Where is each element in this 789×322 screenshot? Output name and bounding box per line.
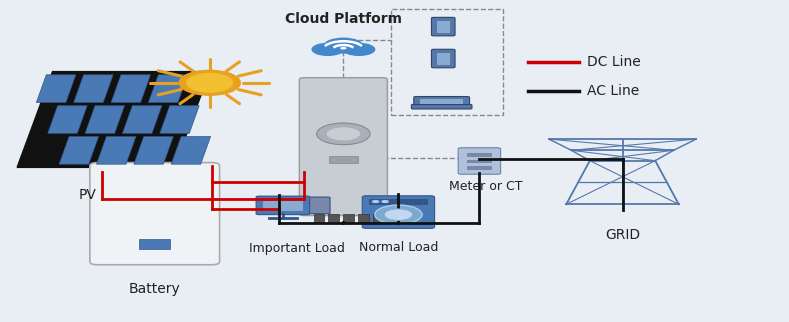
Bar — [358, 214, 368, 222]
Circle shape — [340, 47, 346, 50]
FancyBboxPatch shape — [256, 196, 309, 215]
Circle shape — [381, 200, 389, 203]
Polygon shape — [85, 106, 125, 133]
Polygon shape — [48, 106, 87, 133]
Bar — [313, 214, 323, 222]
Text: Meter or CT: Meter or CT — [449, 180, 522, 193]
Bar — [467, 166, 492, 170]
Text: Cloud Platform: Cloud Platform — [285, 12, 402, 26]
Bar — [467, 154, 492, 157]
Bar — [437, 21, 450, 33]
FancyBboxPatch shape — [458, 148, 501, 174]
Bar — [373, 214, 383, 222]
Circle shape — [316, 123, 370, 145]
Polygon shape — [17, 71, 210, 167]
Polygon shape — [73, 75, 113, 102]
Circle shape — [312, 43, 344, 56]
Circle shape — [323, 38, 363, 54]
Circle shape — [342, 43, 376, 56]
Bar — [467, 160, 492, 163]
Bar — [139, 239, 170, 249]
Polygon shape — [160, 106, 199, 133]
Bar — [329, 156, 357, 163]
Text: DC Line: DC Line — [587, 55, 641, 69]
Polygon shape — [148, 75, 188, 102]
Bar — [264, 201, 302, 212]
FancyBboxPatch shape — [299, 78, 387, 216]
FancyBboxPatch shape — [432, 17, 455, 36]
Bar — [437, 53, 450, 65]
Text: GRID: GRID — [605, 228, 640, 242]
Circle shape — [179, 71, 241, 95]
FancyBboxPatch shape — [432, 49, 455, 68]
FancyBboxPatch shape — [362, 196, 435, 228]
FancyBboxPatch shape — [413, 97, 469, 107]
Polygon shape — [111, 75, 151, 102]
Bar — [328, 214, 338, 222]
FancyBboxPatch shape — [411, 105, 472, 109]
Bar — [343, 214, 353, 222]
Circle shape — [326, 127, 361, 141]
Polygon shape — [59, 137, 99, 164]
Polygon shape — [36, 75, 76, 102]
Text: Important Load: Important Load — [249, 242, 345, 255]
Circle shape — [375, 205, 422, 224]
Bar — [391, 9, 503, 115]
Polygon shape — [171, 137, 211, 164]
Text: PV: PV — [79, 188, 97, 202]
Circle shape — [372, 200, 380, 203]
Text: Normal Load: Normal Load — [359, 241, 438, 254]
Polygon shape — [134, 137, 174, 164]
Circle shape — [187, 73, 233, 92]
Polygon shape — [122, 106, 162, 133]
Text: Battery: Battery — [129, 282, 181, 296]
Polygon shape — [96, 137, 136, 164]
FancyBboxPatch shape — [309, 197, 330, 214]
Bar — [420, 99, 463, 105]
FancyBboxPatch shape — [90, 163, 219, 265]
Bar — [369, 199, 428, 205]
Text: AC Line: AC Line — [587, 84, 639, 98]
Circle shape — [384, 209, 413, 220]
